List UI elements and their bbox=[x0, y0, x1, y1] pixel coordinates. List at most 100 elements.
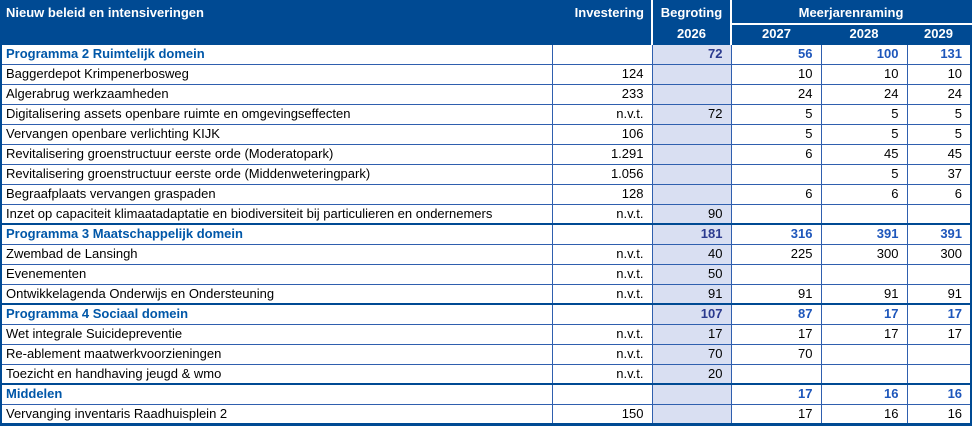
raming-2028-cell: 45 bbox=[820, 143, 908, 165]
table-row: Re-ablement maatwerkvoorzieningen n.v.t.… bbox=[0, 343, 972, 365]
raming-2028-cell: 5 bbox=[820, 123, 908, 145]
year-header-2027: 2027 bbox=[730, 24, 821, 44]
year-header-2028: 2028 bbox=[821, 24, 907, 44]
raming-2029-cell: 45 bbox=[906, 143, 972, 165]
raming-2029-cell: 6 bbox=[906, 183, 972, 205]
raming-2029-cell: 10 bbox=[906, 63, 972, 85]
begroting-2026-cell bbox=[651, 163, 732, 185]
begroting-2026-cell bbox=[651, 143, 732, 165]
table-row: Vervanging inventaris Raadhuisplein 2 15… bbox=[0, 403, 972, 425]
table-row: Vervangen openbare verlichting KIJK 106 … bbox=[0, 123, 972, 145]
raming-2028-cell: 24 bbox=[820, 83, 908, 105]
column-header-meerjarenraming: Meerjarenraming bbox=[729, 1, 972, 25]
label-cell: Zwembad de Lansingh bbox=[0, 243, 553, 265]
raming-2028-cell: 5 bbox=[820, 163, 908, 185]
raming-2027-cell: 91 bbox=[730, 283, 822, 305]
raming-2029-cell: 16 bbox=[906, 403, 972, 425]
table-body: Programma 2 Ruimtelijk domein 72 56 100 … bbox=[0, 43, 972, 425]
label-cell: Programma 2 Ruimtelijk domein bbox=[0, 43, 553, 65]
investering-cell: 1.056 bbox=[551, 163, 653, 185]
begroting-2026-cell bbox=[651, 403, 732, 425]
table-row: Inzet op capaciteit klimaatadaptatie en … bbox=[0, 203, 972, 225]
raming-2028-cell bbox=[820, 203, 908, 225]
investering-cell: n.v.t. bbox=[551, 103, 653, 125]
investering-cell: 150 bbox=[551, 403, 653, 425]
table-row: Wet integrale Suicidepreventie n.v.t. 17… bbox=[0, 323, 972, 345]
raming-2027-cell: 5 bbox=[730, 123, 822, 145]
begroting-2026-cell bbox=[651, 63, 732, 85]
raming-2029-cell: 17 bbox=[906, 323, 972, 345]
investering-cell: n.v.t. bbox=[551, 343, 653, 365]
investering-cell: 233 bbox=[551, 83, 653, 105]
raming-2029-cell: 391 bbox=[906, 223, 972, 245]
begroting-2026-cell: 40 bbox=[651, 243, 732, 265]
raming-2029-cell: 300 bbox=[906, 243, 972, 265]
investering-cell: n.v.t. bbox=[551, 243, 653, 265]
raming-2029-cell: 91 bbox=[906, 283, 972, 305]
raming-2028-cell: 391 bbox=[820, 223, 908, 245]
raming-2029-cell: 24 bbox=[906, 83, 972, 105]
begroting-2026-cell: 72 bbox=[651, 103, 732, 125]
begroting-2026-cell bbox=[651, 183, 732, 205]
investering-cell bbox=[551, 303, 653, 325]
header-row-titles: Nieuw beleid en intensiveringen Invester… bbox=[1, 1, 972, 44]
table-row: Digitalisering assets openbare ruimte en… bbox=[0, 103, 972, 125]
raming-2029-cell bbox=[906, 263, 972, 285]
label-cell: Programma 3 Maatschappelijk domein bbox=[0, 223, 553, 245]
label-cell: Middelen bbox=[0, 383, 553, 405]
raming-2029-cell: 5 bbox=[906, 123, 972, 145]
raming-2027-cell: 225 bbox=[730, 243, 822, 265]
label-cell: Toezicht en handhaving jeugd & wmo bbox=[0, 363, 553, 385]
raming-2028-cell: 6 bbox=[820, 183, 908, 205]
raming-2027-cell bbox=[730, 263, 822, 285]
raming-2027-cell bbox=[730, 163, 822, 185]
raming-2027-cell: 17 bbox=[730, 323, 822, 345]
raming-2028-cell: 10 bbox=[820, 63, 908, 85]
begroting-2026-cell: 72 bbox=[651, 43, 732, 65]
begroting-2026-cell bbox=[651, 83, 732, 105]
label-cell: Vervangen openbare verlichting KIJK bbox=[0, 123, 553, 145]
begroting-2026-cell: 181 bbox=[651, 223, 732, 245]
raming-2027-cell: 56 bbox=[730, 43, 822, 65]
header-row-years: 2026 2027 2028 2029 bbox=[1, 24, 972, 44]
begroting-2026-cell bbox=[651, 383, 732, 405]
begroting-2026-cell: 90 bbox=[651, 203, 732, 225]
table-row: Revitalisering groenstructuur eerste ord… bbox=[0, 143, 972, 165]
label-cell: Evenementen bbox=[0, 263, 553, 285]
raming-2029-cell bbox=[906, 203, 972, 225]
table-row: Revitalisering groenstructuur eerste ord… bbox=[0, 163, 972, 185]
table-row: Evenementen n.v.t. 50 bbox=[0, 263, 972, 285]
raming-2027-cell: 10 bbox=[730, 63, 822, 85]
label-cell: Vervanging inventaris Raadhuisplein 2 bbox=[0, 403, 553, 425]
table-row: Toezicht en handhaving jeugd & wmo n.v.t… bbox=[0, 363, 972, 385]
raming-2028-cell bbox=[820, 343, 908, 365]
raming-2028-cell: 5 bbox=[820, 103, 908, 125]
raming-2027-cell: 6 bbox=[730, 143, 822, 165]
raming-2029-cell bbox=[906, 343, 972, 365]
begroting-2026-cell: 50 bbox=[651, 263, 732, 285]
label-cell: Algerabrug werkzaamheden bbox=[0, 83, 553, 105]
investering-cell: 106 bbox=[551, 123, 653, 145]
year-header-2029: 2029 bbox=[907, 24, 972, 44]
investering-cell bbox=[551, 383, 653, 405]
table-row: Algerabrug werkzaamheden 233 24 24 24 bbox=[0, 83, 972, 105]
section-row-programma-3: Programma 3 Maatschappelijk domein 181 3… bbox=[0, 223, 972, 245]
investering-cell: n.v.t. bbox=[551, 363, 653, 385]
section-row-programma-2: Programma 2 Ruimtelijk domein 72 56 100 … bbox=[0, 43, 972, 65]
raming-2029-cell: 5 bbox=[906, 103, 972, 125]
raming-2027-cell bbox=[730, 363, 822, 385]
raming-2027-cell bbox=[730, 203, 822, 225]
begroting-2026-cell: 107 bbox=[651, 303, 732, 325]
begroting-2026-cell: 91 bbox=[651, 283, 732, 305]
investering-cell: 128 bbox=[551, 183, 653, 205]
label-cell: Inzet op capaciteit klimaatadaptatie en … bbox=[0, 203, 553, 225]
table-row: Ontwikkelagenda Onderwijs en Ondersteuni… bbox=[0, 283, 972, 305]
raming-2028-cell: 17 bbox=[820, 303, 908, 325]
raming-2027-cell: 17 bbox=[730, 403, 822, 425]
begroting-2026-cell: 17 bbox=[651, 323, 732, 345]
label-cell: Wet integrale Suicidepreventie bbox=[0, 323, 553, 345]
section-row-programma-4: Programma 4 Sociaal domein 107 87 17 17 bbox=[0, 303, 972, 325]
section-row-middelen: Middelen 17 16 16 bbox=[0, 383, 972, 405]
